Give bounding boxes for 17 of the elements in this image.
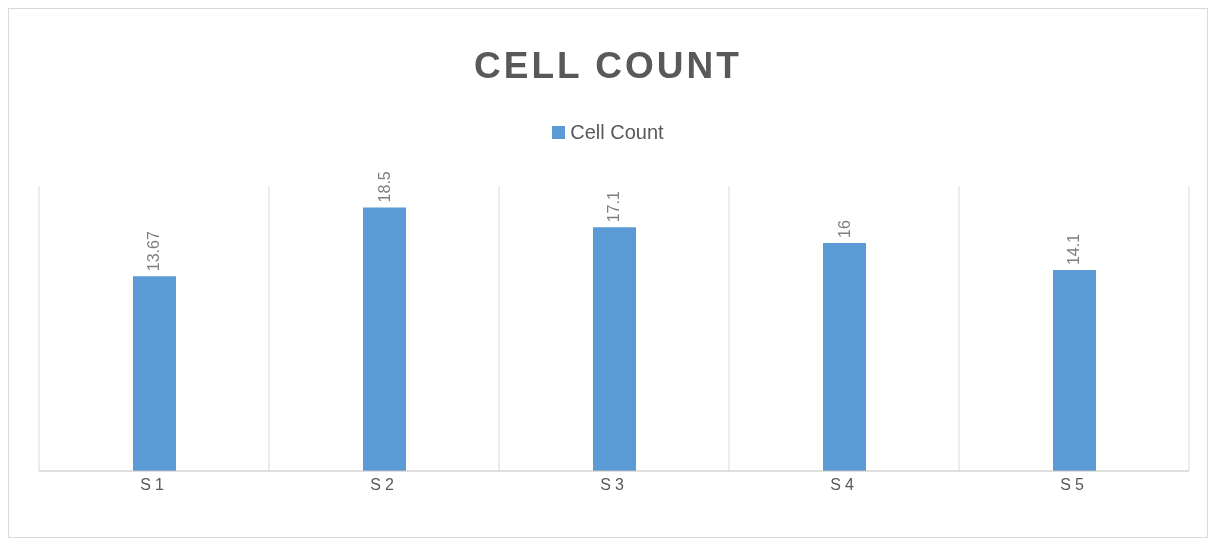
- bar: [133, 276, 176, 471]
- data-label: 18.5: [375, 171, 393, 203]
- x-tick-label: S4: [830, 476, 858, 494]
- x-tick-label: S1: [140, 476, 168, 494]
- data-label: 16: [835, 220, 853, 238]
- x-tick-label: S2: [370, 476, 398, 494]
- bar: [823, 243, 866, 471]
- bar: [363, 207, 406, 471]
- legend-label: Cell Count: [570, 121, 664, 144]
- data-label: 14.1: [1065, 233, 1083, 266]
- bar: [593, 227, 636, 471]
- data-label: 17.1: [605, 191, 623, 223]
- chart-title: CELL COUNT: [473, 45, 743, 87]
- bar: [1053, 270, 1096, 471]
- data-label: 13.67: [145, 231, 163, 272]
- x-tick-label: S5: [1060, 476, 1088, 494]
- x-tick-label: S3: [600, 476, 628, 494]
